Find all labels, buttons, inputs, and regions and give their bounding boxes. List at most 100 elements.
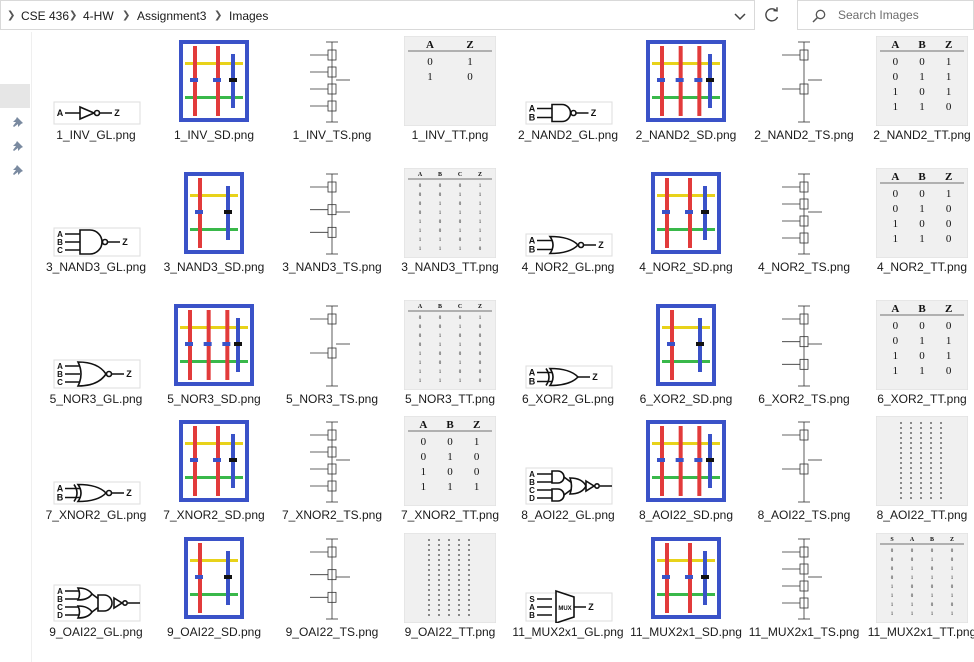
refresh-button[interactable] — [758, 0, 786, 30]
file-item[interactable]: 11_MUX2x1_SD.png — [627, 531, 745, 659]
thumbnail-image: S A B Z 0 0 0 0 0 0 1 0 0 1 0 1 0 1 1 1 1 0 0 0 1 0 1 1 1 1 0 0 1 1 1 1 — [876, 533, 968, 623]
file-item[interactable]: 11_MUX2x1_TS.png — [745, 531, 863, 659]
file-item[interactable]: 7_XNOR2_SD.png — [155, 414, 273, 542]
file-item[interactable]: 3_NAND3_TS.png — [273, 166, 391, 294]
file-thumbnail — [640, 168, 732, 258]
file-item[interactable]: 8_AOI22_SD.png — [627, 414, 745, 542]
file-item[interactable]: A B Z 4_NOR2_GL.png — [509, 166, 627, 294]
thumbnail-image: ABC Z — [53, 359, 141, 389]
truth-table-cell: 1 — [479, 184, 482, 189]
file-item[interactable]: A B Z 6_XOR2_GL.png — [509, 298, 627, 426]
truth-table-cell: 0 — [459, 220, 462, 225]
gate-input-label: B — [529, 113, 536, 123]
file-item[interactable]: 4_NOR2_SD.png — [627, 166, 745, 294]
truth-table-cell: 0 — [919, 218, 925, 230]
truth-table-cell: 0 — [479, 361, 482, 366]
file-item[interactable]: ABCDZ 9_OAI22_GL.png — [37, 531, 155, 659]
truth-table-cell: 0 — [891, 576, 894, 581]
truth-table-cell: 1 — [474, 436, 480, 448]
file-item[interactable]: 8_AOI22_TS.png — [745, 414, 863, 542]
truth-table-cell: 0 — [421, 436, 427, 448]
file-thumbnail — [640, 533, 732, 623]
gate-symbol — [76, 587, 129, 619]
file-item[interactable]: 1_INV_TS.png — [273, 34, 391, 162]
file-item[interactable]: A B Z 0 0 0 0 1 1 1 0 1 1 1 0 6_XOR2_TT.png — [863, 298, 974, 426]
file-name: 1_INV_GL.png — [56, 128, 136, 142]
file-item[interactable]: A B Z 7_XNOR2_GL.png — [37, 414, 155, 542]
truth-table-cell: 0 — [911, 594, 914, 599]
breadcrumb-item[interactable]: Assignment3 — [137, 9, 207, 23]
thumbnail-image: A B Z 0 0 1 0 1 0 1 0 0 1 1 0 — [876, 168, 968, 258]
truth-table-cell: 0 — [893, 335, 899, 347]
file-item[interactable]: 6_XOR2_SD.png — [627, 298, 745, 426]
pin-icon[interactable] — [12, 116, 24, 128]
gate-input-label: A — [529, 470, 535, 479]
truth-table-header: B — [438, 304, 442, 310]
truth-table-header: Z — [478, 172, 482, 178]
thumbnail-image — [782, 173, 822, 255]
stick-diagram — [640, 533, 732, 623]
gate-input-label: A — [57, 362, 63, 371]
truth-table-cell: 0 — [459, 238, 462, 243]
file-item[interactable]: 9_OAI22_TT.png — [391, 531, 509, 659]
file-item[interactable]: 8_AOI22_TT.png — [863, 414, 974, 542]
file-item[interactable]: 5_NOR3_SD.png — [155, 298, 273, 426]
gate-input-label: D — [529, 494, 535, 503]
file-item[interactable]: A B Z 0 0 1 0 1 1 1 0 1 1 1 0 2_NAND2_TT.png — [863, 34, 974, 162]
file-item[interactable]: 6_XOR2_TS.png — [745, 298, 863, 426]
gate-input-label: B — [57, 595, 63, 604]
file-item[interactable]: 3_NAND3_SD.png — [155, 166, 273, 294]
truth-table-cell: 0 — [439, 184, 442, 189]
chevron-down-icon[interactable] — [731, 7, 749, 25]
stick-diagram — [640, 36, 732, 126]
truth-table-cell: 0 — [459, 352, 462, 357]
breadcrumb-item[interactable]: 4-HW — [83, 9, 114, 23]
breadcrumb-item[interactable]: CSE 436 — [21, 9, 70, 23]
file-item[interactable]: S A B MUX Z 11_MUX2x1_GL.png — [509, 531, 627, 659]
file-thumbnail — [168, 36, 260, 126]
file-item[interactable]: 5_NOR3_TS.png — [273, 298, 391, 426]
pin-icon[interactable] — [12, 164, 24, 176]
stick-diagram — [640, 416, 732, 506]
thumbnail-image: A B C Z 0 0 0 1 0 0 1 1 0 1 0 1 0 1 1 1 1 0 0 1 1 0 1 1 1 1 0 1 1 1 1 0 — [404, 168, 496, 258]
file-item[interactable]: 9_OAI22_TS.png — [273, 531, 391, 659]
truth-table-cell: 1 — [439, 379, 442, 384]
nav-selected-item[interactable] — [0, 84, 30, 108]
transistor-schematic — [310, 538, 350, 620]
file-item[interactable]: A Z 0 1 1 0 1_INV_TT.png — [391, 34, 509, 162]
file-item[interactable]: A Z 1_INV_GL.png — [37, 34, 155, 162]
search-box[interactable]: Search Images — [797, 0, 974, 30]
gate-output-label: Z — [588, 602, 594, 612]
address-bar[interactable]: ❯ CSE 436 ❯ 4-HW ❯ Assignment3 ❯ Images — [0, 0, 755, 30]
thumbnail-image — [640, 36, 732, 126]
breadcrumb-item[interactable]: Images — [229, 9, 269, 23]
file-item[interactable]: S A B Z 0 0 0 0 0 0 1 0 0 1 0 1 0 1 1 1 1 0 0 0 1 0 1 1 1 1 0 0 1 1 1 1 11_M… — [863, 531, 974, 659]
truth-table-cell: 0 — [479, 334, 482, 339]
file-item[interactable]: 1_INV_SD.png — [155, 34, 273, 162]
thumbnail-image: A B Z 0 0 1 0 1 1 1 0 1 1 1 0 — [876, 36, 968, 126]
file-item[interactable]: 2_NAND2_TS.png — [745, 34, 863, 162]
truth-table-cell: 0 — [951, 603, 954, 608]
file-item[interactable]: A B Z 0 0 1 0 1 0 1 0 0 1 1 1 7_XNOR2_TT.png — [391, 414, 509, 542]
thumbnail-image — [640, 416, 732, 506]
truth-table-cell: 1 — [419, 220, 422, 225]
file-item[interactable]: A B C Z 0 0 0 1 0 0 1 1 0 1 0 1 0 1 1 1 1 0 0 1 1 0 1 1 1 1 0 1 1 1 1 0 3_NA… — [391, 166, 509, 294]
file-item[interactable]: ABCDZ 8_AOI22_GL.png — [509, 414, 627, 542]
file-item[interactable]: A B C Z 5_NOR3_GL.png — [37, 298, 155, 426]
file-item[interactable]: A B Z 2_NAND2_GL.png — [509, 34, 627, 162]
transistor-schematic — [310, 173, 350, 255]
truth-table-cell: 0 — [419, 193, 422, 198]
file-item[interactable]: 9_OAI22_SD.png — [155, 531, 273, 659]
truth-table-cell: 1 — [467, 56, 473, 68]
file-item[interactable]: 7_XNOR2_TS.png — [273, 414, 391, 542]
file-item[interactable]: 2_NAND2_SD.png — [627, 34, 745, 162]
pin-icon[interactable] — [12, 140, 24, 152]
truth-table-cell: 1 — [911, 567, 914, 572]
file-item[interactable]: A B C Z 0 0 0 1 0 0 1 0 0 1 0 0 0 1 1 0 1 0 0 0 1 0 1 0 1 1 0 0 1 1 1 0 5_NO… — [391, 298, 509, 426]
gate-symbol — [548, 235, 585, 255]
truth-table-cell: 1 — [931, 594, 934, 599]
file-item[interactable]: A B C Z 3_NAND3_GL.png — [37, 166, 155, 294]
file-item[interactable]: A B Z 0 0 1 0 1 0 1 0 0 1 1 0 4_NOR2_TT.png — [863, 166, 974, 294]
file-item[interactable]: 4_NOR2_TS.png — [745, 166, 863, 294]
